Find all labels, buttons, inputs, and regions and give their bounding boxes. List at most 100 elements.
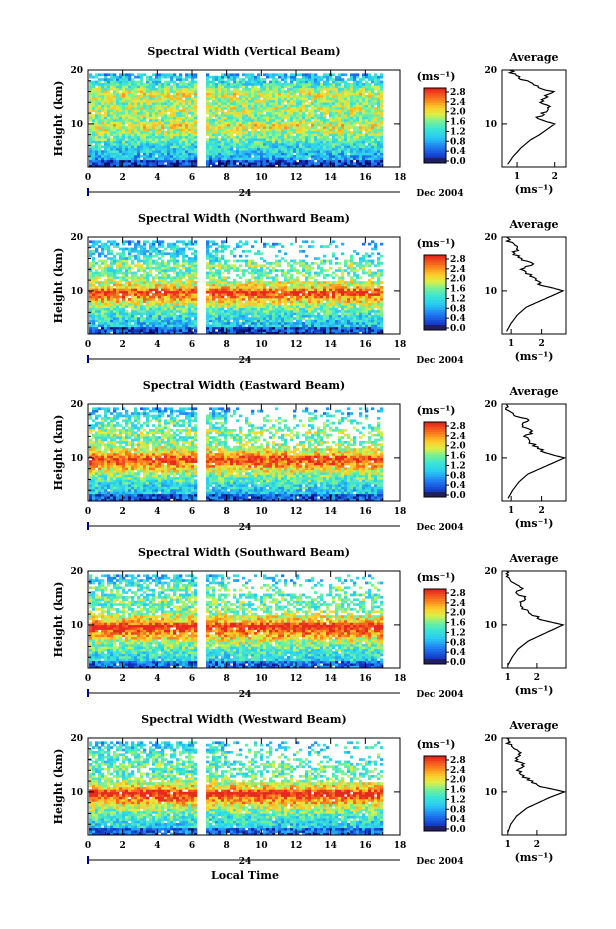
heatmap-cell (188, 274, 192, 277)
heatmap-cell (110, 295, 114, 299)
heatmap-cell (353, 135, 357, 139)
heatmap-cell (137, 116, 141, 120)
heatmap-cell (338, 75, 342, 79)
heatmap-cell (122, 283, 126, 287)
heatmap-cell (116, 97, 120, 101)
heatmap-cell (95, 90, 99, 93)
average-title: Average (508, 51, 558, 64)
heatmap-cell (227, 116, 231, 120)
heatmap-cell (155, 162, 159, 165)
heatmap-cell (131, 121, 135, 125)
heatmap-cell (353, 75, 357, 79)
heatmap-cell (179, 99, 183, 103)
heatmap-cell (176, 143, 180, 146)
heatmap-cell (155, 123, 159, 127)
heatmap-cell (155, 264, 159, 268)
heatmap-cell (209, 326, 213, 330)
heatmap-cell (329, 75, 333, 79)
heatmap-cell (275, 107, 279, 110)
heatmap-cell (134, 290, 138, 294)
heatmap-cell (95, 138, 99, 141)
heatmap-cell (224, 123, 228, 127)
heatmap-cell (212, 293, 216, 296)
heatmap-cell (185, 102, 189, 105)
heatmap-cell (164, 85, 168, 89)
heatmap-cell (326, 140, 330, 144)
heatmap-cell (284, 121, 288, 125)
heatmap-cell (329, 95, 333, 98)
heatmap-cell (179, 281, 183, 284)
heatmap-cell (293, 104, 297, 108)
heatmap-cell (311, 133, 315, 137)
heatmap-cell (128, 152, 132, 156)
heatmap-cell (122, 293, 126, 296)
heatmap-cell (170, 242, 174, 246)
heatmap-cell (359, 164, 363, 168)
heatmap-cell (254, 109, 258, 113)
heatmap-cell (92, 305, 96, 308)
heatmap-cell (116, 302, 120, 306)
heatmap-cell (209, 257, 213, 260)
heatmap-cell (143, 250, 147, 253)
heatmap-cell (188, 75, 192, 79)
heatmap-cell (116, 300, 120, 304)
heatmap-cell (311, 155, 315, 158)
heatmap-cell (110, 159, 114, 163)
heatmap-cell (257, 80, 261, 84)
heatmap-cell (239, 80, 243, 84)
heatmap-cell (341, 116, 345, 120)
heatmap-cell (152, 240, 156, 244)
heatmap-cell (185, 128, 189, 132)
heatmap-cell (314, 114, 318, 117)
heatmap-cell (305, 116, 309, 120)
heatmap-cell (299, 155, 303, 158)
heatmap-cell (131, 278, 135, 282)
heatmap-cell (275, 99, 279, 103)
heatmap-cell (233, 152, 237, 156)
heatmap-cell (185, 145, 189, 149)
heatmap-cell (377, 83, 381, 86)
heatmap-cell (206, 305, 210, 308)
heatmap-cell (359, 159, 363, 163)
heatmap-cell (194, 83, 198, 86)
heatmap-cell (260, 102, 264, 105)
heatmap-cell (293, 147, 297, 151)
heatmap-cell (92, 295, 96, 299)
heatmap-cell (362, 73, 366, 77)
heatmap-cell (218, 83, 222, 86)
heatmap-cell (185, 111, 189, 115)
heatmap-cell (317, 109, 321, 113)
heatmap-cell (317, 114, 321, 117)
heatmap-cell (92, 97, 96, 101)
heatmap-cell (125, 314, 129, 318)
heatmap-cell (176, 145, 180, 149)
heatmap-cell (248, 90, 252, 93)
heatmap-cell (212, 159, 216, 163)
heatmap-cell (218, 131, 222, 134)
heatmap-cell (290, 85, 294, 89)
heatmap-cell (209, 288, 213, 292)
heatmap-cell (263, 147, 267, 151)
heatmap-cell (125, 126, 129, 129)
heatmap-cell (149, 319, 153, 323)
heatmap-cell (350, 133, 354, 137)
heatmap-cell (89, 317, 93, 320)
heatmap-cell (308, 138, 312, 141)
heatmap-cell (170, 324, 174, 328)
heatmap-cell (191, 116, 195, 120)
heatmap-cell (227, 162, 231, 165)
heatmap-cell (143, 131, 147, 134)
heatmap-cell (161, 317, 165, 320)
heatmap-cell (89, 116, 93, 120)
heatmap-cell (131, 164, 135, 168)
heatmap-cell (221, 152, 225, 156)
heatmap-cell (185, 114, 189, 117)
heatmap-cell (371, 133, 375, 137)
heatmap-cell (140, 83, 144, 86)
heatmap-cell (110, 157, 114, 161)
heatmap-cell (143, 147, 147, 151)
heatmap-cell (302, 119, 306, 122)
heatmap-cell (272, 131, 276, 134)
heatmap-cell (185, 147, 189, 151)
heatmap-cell (143, 145, 147, 149)
